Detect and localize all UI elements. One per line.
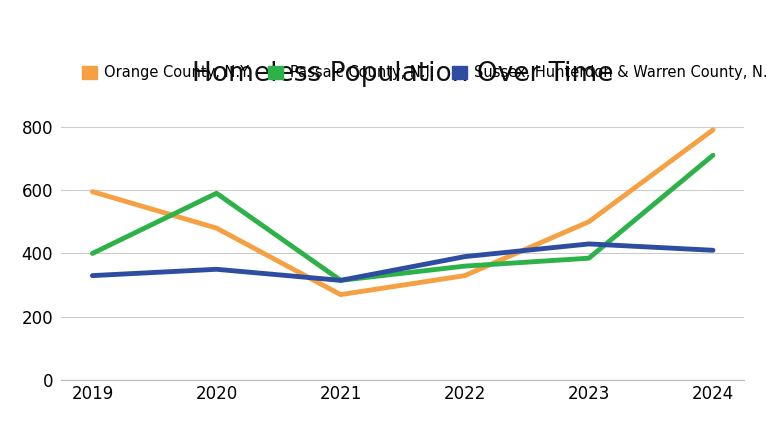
Sussex, Hunterdon & Warren County, N.J. <box>584 241 594 247</box>
Orange County, N.Y. <box>212 226 221 231</box>
Passaic County, N.J. <box>336 278 345 283</box>
Line: Passaic County, N.J.: Passaic County, N.J. <box>92 155 713 280</box>
Passaic County, N.J. <box>460 264 469 269</box>
Sussex, Hunterdon & Warren County, N.J. <box>709 248 718 253</box>
Line: Sussex, Hunterdon & Warren County, N.J.: Sussex, Hunterdon & Warren County, N.J. <box>92 244 713 280</box>
Sussex, Hunterdon & Warren County, N.J. <box>460 254 469 259</box>
Sussex, Hunterdon & Warren County, N.J. <box>336 278 345 283</box>
Title: Homeless Population Over Time: Homeless Population Over Time <box>192 61 614 87</box>
Passaic County, N.J. <box>584 256 594 261</box>
Legend: Orange County, N.Y., Passaic County, N.J., Sussex, Hunterdon & Warren County, N.: Orange County, N.Y., Passaic County, N.J… <box>82 65 767 80</box>
Orange County, N.Y. <box>87 189 97 194</box>
Line: Orange County, N.Y.: Orange County, N.Y. <box>92 130 713 295</box>
Sussex, Hunterdon & Warren County, N.J. <box>87 273 97 278</box>
Passaic County, N.J. <box>709 152 718 158</box>
Orange County, N.Y. <box>709 127 718 133</box>
Orange County, N.Y. <box>460 273 469 278</box>
Passaic County, N.J. <box>87 251 97 256</box>
Orange County, N.Y. <box>584 219 594 224</box>
Passaic County, N.J. <box>212 191 221 196</box>
Orange County, N.Y. <box>336 292 345 297</box>
Sussex, Hunterdon & Warren County, N.J. <box>212 267 221 272</box>
